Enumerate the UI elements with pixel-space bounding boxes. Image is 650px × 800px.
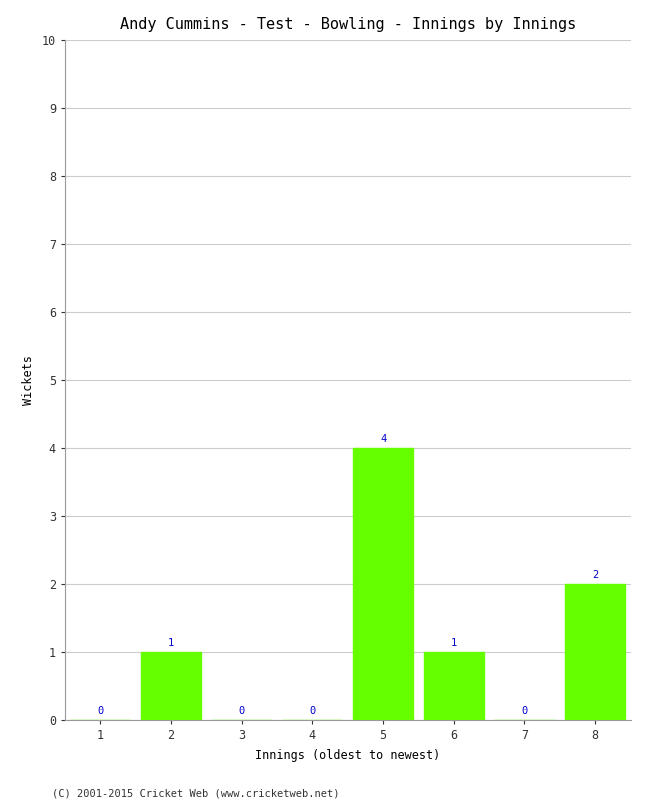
Text: 0: 0: [98, 706, 103, 716]
Text: 1: 1: [168, 638, 174, 648]
Text: (C) 2001-2015 Cricket Web (www.cricketweb.net): (C) 2001-2015 Cricket Web (www.cricketwe…: [52, 788, 339, 798]
Bar: [424, 652, 484, 720]
Text: 0: 0: [521, 706, 528, 716]
Title: Andy Cummins - Test - Bowling - Innings by Innings: Andy Cummins - Test - Bowling - Innings …: [120, 17, 576, 32]
Text: 0: 0: [239, 706, 245, 716]
Bar: [565, 584, 625, 720]
Text: 1: 1: [450, 638, 457, 648]
Bar: [141, 652, 201, 720]
Y-axis label: Wickets: Wickets: [22, 355, 35, 405]
X-axis label: Innings (oldest to newest): Innings (oldest to newest): [255, 749, 441, 762]
Bar: [353, 448, 413, 720]
Text: 4: 4: [380, 434, 386, 444]
Text: 2: 2: [592, 570, 598, 580]
Text: 0: 0: [309, 706, 315, 716]
